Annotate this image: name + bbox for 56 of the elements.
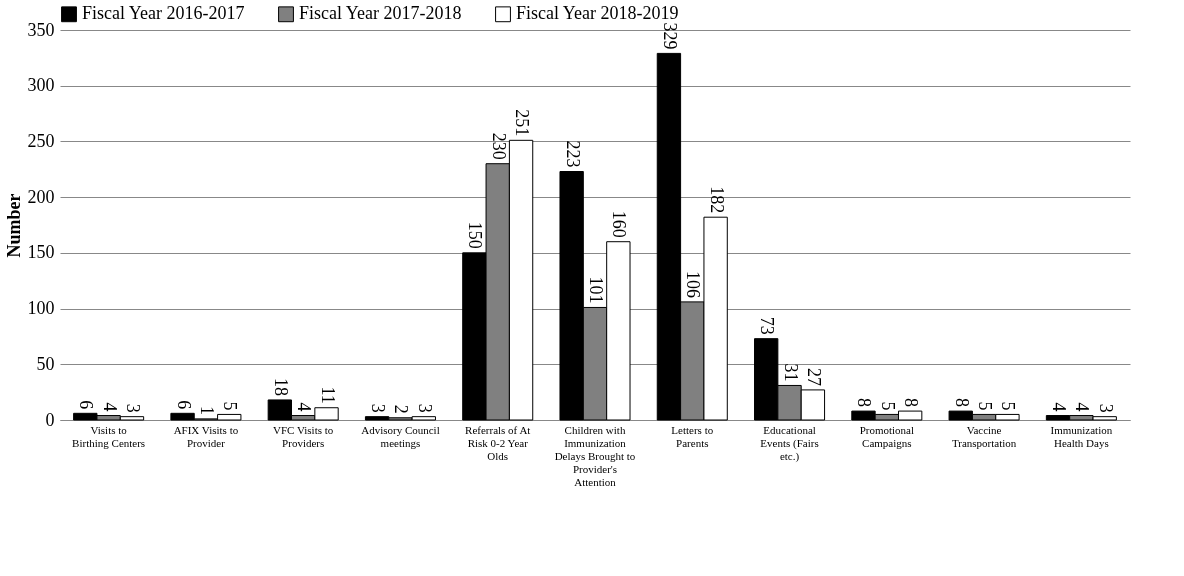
data-label: 8 (854, 398, 875, 408)
y-tick-label: 150 (27, 242, 55, 263)
x-tick-label: Letters to Parents (671, 423, 714, 449)
data-label: 31 (780, 363, 801, 382)
data-label: 160 (609, 210, 630, 238)
data-label: 4 (99, 402, 120, 412)
x-tick-label: Visits to Birthing Centers (72, 423, 146, 449)
y-tick-label: 350 (27, 19, 55, 40)
x-tick-label: Children with Immunization Delays Brought to Provider's Attention (554, 423, 636, 488)
data-label: 230 (488, 132, 509, 160)
legend-label: Fiscal Year 2017-2018 (299, 3, 462, 24)
data-label: 6 (76, 400, 97, 410)
data-label: 106 (683, 270, 704, 298)
data-label: 251 (512, 109, 533, 137)
data-label: 3 (1095, 403, 1116, 413)
y-tick-label: 50 (36, 353, 55, 374)
data-label: 4 (1072, 402, 1093, 412)
y-axis-title: Number (3, 193, 24, 258)
data-label: 8 (901, 398, 922, 408)
data-label: 1 (196, 405, 217, 415)
x-tick-label: Immunization Health Days (1050, 423, 1113, 449)
x-tick-label: Advisory Council meetings (361, 423, 440, 449)
x-tick-label: Referrals of At Risk 0-2 Year Olds (465, 423, 531, 462)
data-label: 11 (317, 386, 338, 404)
data-label: 5 (220, 401, 241, 411)
data-label: 6 (173, 400, 194, 410)
data-label: 150 (465, 221, 486, 249)
data-label: 223 (562, 140, 583, 168)
data-label: 2 (391, 404, 412, 414)
data-label: 182 (706, 186, 727, 214)
data-label: 101 (586, 276, 606, 304)
data-label: 4 (1049, 402, 1070, 412)
legend-label: Fiscal Year 2018-2019 (516, 3, 679, 24)
x-tick-label: Promotional Campaigns (859, 423, 915, 449)
data-label: 4 (294, 402, 315, 412)
data-label: 5 (975, 401, 996, 411)
data-label: 18 (270, 377, 291, 396)
data-label: 3 (368, 403, 389, 413)
x-tick-label: Educational Events (Fairs etc.) (760, 423, 819, 463)
legend-label: Fiscal Year 2016-2017 (82, 3, 245, 24)
data-label: 8 (951, 398, 972, 408)
y-tick-label: 200 (27, 186, 55, 207)
data-label: 5 (998, 401, 1019, 411)
x-tick-label: Vaccine Transportation (951, 423, 1017, 449)
data-label: 73 (757, 316, 778, 335)
y-tick-label: 100 (27, 298, 55, 319)
y-tick-label: 250 (27, 130, 55, 151)
y-tick-label: 0 (45, 409, 55, 430)
data-label: 27 (803, 367, 824, 386)
data-label: 3 (414, 403, 435, 413)
data-label: 329 (659, 22, 680, 50)
data-label: 3 (122, 403, 143, 413)
y-tick-label: 300 (27, 75, 55, 96)
x-tick-label: AFIX Visits to Provider (173, 423, 239, 449)
data-label: 5 (877, 401, 898, 411)
x-tick-label: VFC Visits to Providers (273, 423, 334, 449)
